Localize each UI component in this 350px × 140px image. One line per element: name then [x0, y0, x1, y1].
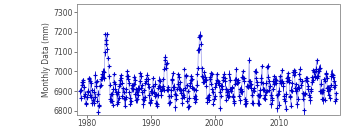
Y-axis label: Monthly Data (mm): Monthly Data (mm)	[42, 22, 50, 97]
